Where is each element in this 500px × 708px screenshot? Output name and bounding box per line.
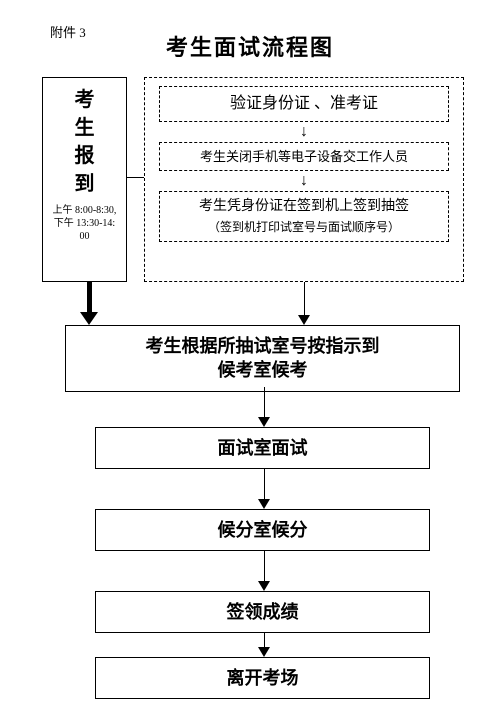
sidebar-times: 上午 8:00-8:30, 下午 13:30-14: 00	[43, 204, 126, 243]
arrow	[258, 633, 270, 657]
time-line: 上午 8:00-8:30,	[43, 204, 126, 217]
substep-sign-in: 考生凭身份证在签到机上签到抽签 （签到机打印试室号与面试顺序号）	[159, 191, 449, 242]
arrow	[258, 551, 270, 591]
substep-turn-off-phone: 考生关闭手机等电子设备交工作人员	[159, 142, 449, 172]
substep-verify-id: 验证身份证 、准考证	[159, 86, 449, 122]
line: 候考室候考	[72, 358, 453, 382]
flowchart: 考 生 报 到 上午 8:00-8:30, 下午 13:30-14: 00 验证…	[30, 77, 470, 697]
attachment-label: 附件 3	[50, 22, 86, 41]
step-receive-score: 签领成绩	[95, 591, 430, 633]
substep-main: 考生凭身份证在签到机上签到抽签	[199, 199, 409, 214]
arrow	[258, 387, 270, 427]
page-title: 考生面试流程图	[30, 30, 470, 62]
step-wait-score: 候分室候分	[95, 509, 430, 551]
sidebar-heading: 考 生 报 到	[43, 86, 126, 198]
char: 到	[43, 170, 126, 198]
sidebar-registration-box: 考 生 报 到 上午 8:00-8:30, 下午 13:30-14: 00	[42, 77, 127, 282]
char: 报	[43, 142, 126, 170]
step-interview: 面试室面试	[95, 427, 430, 469]
step-leave: 离开考场	[95, 657, 430, 699]
time-line: 00	[43, 230, 126, 243]
substep-sub: （签到机打印试室号与面试顺序号）	[164, 219, 444, 235]
char: 考	[43, 86, 126, 114]
down-arrow-icon: ↓	[300, 124, 308, 140]
connector-line	[127, 177, 144, 178]
arrow	[258, 469, 270, 509]
time-line: 下午 13:30-14:	[43, 217, 126, 230]
registration-substeps: 验证身份证 、准考证 ↓ 考生关闭手机等电子设备交工作人员 ↓ 考生凭身份证在签…	[144, 77, 464, 282]
arrow-thick	[80, 282, 98, 325]
char: 生	[43, 114, 126, 142]
down-arrow-icon: ↓	[300, 173, 308, 189]
step-waiting-room: 考生根据所抽试室号按指示到 候考室候考	[65, 325, 460, 392]
arrow	[298, 282, 310, 325]
line: 考生根据所抽试室号按指示到	[72, 334, 453, 358]
